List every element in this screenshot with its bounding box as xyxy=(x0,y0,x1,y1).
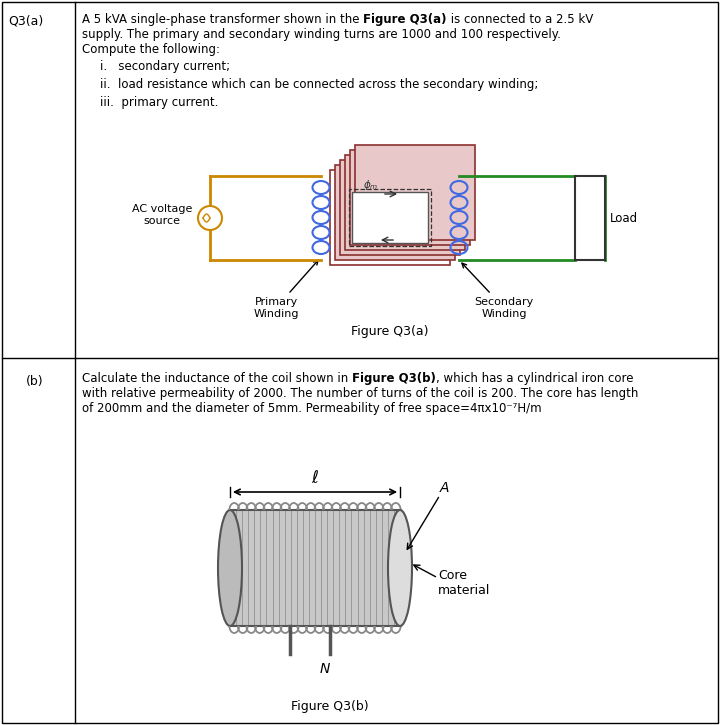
Bar xyxy=(575,176,605,260)
Bar xyxy=(355,145,475,240)
Text: ii.  load resistance which can be connected across the secondary winding;: ii. load resistance which can be connect… xyxy=(100,78,539,91)
Text: N: N xyxy=(320,662,330,676)
Bar xyxy=(345,155,465,250)
Text: A: A xyxy=(440,481,449,495)
Text: AC voltage
source: AC voltage source xyxy=(132,204,192,225)
Bar xyxy=(335,165,455,260)
Text: iii.  primary current.: iii. primary current. xyxy=(100,96,218,109)
Bar xyxy=(352,192,428,243)
Text: $\ell$: $\ell$ xyxy=(311,469,319,487)
Text: , which has a cylindrical iron core: , which has a cylindrical iron core xyxy=(436,372,634,385)
Text: supply. The primary and secondary winding turns are 1000 and 100 respectively.: supply. The primary and secondary windin… xyxy=(82,28,561,41)
Text: with relative permeability of 2000. The number of turns of the coil is 200. The : with relative permeability of 2000. The … xyxy=(82,387,639,400)
Text: Load: Load xyxy=(610,212,638,225)
Text: Calculate the inductance of the coil shown in: Calculate the inductance of the coil sho… xyxy=(82,372,352,385)
Text: Figure Q3(a): Figure Q3(a) xyxy=(364,13,446,26)
Bar xyxy=(230,510,400,626)
Text: Secondary
Winding: Secondary Winding xyxy=(462,263,534,318)
Ellipse shape xyxy=(388,510,412,626)
Text: i.   secondary current;: i. secondary current; xyxy=(100,60,230,73)
Bar xyxy=(330,170,450,265)
Text: Core
material: Core material xyxy=(438,569,490,597)
Text: is connected to a 2.5 kV: is connected to a 2.5 kV xyxy=(446,13,593,26)
Circle shape xyxy=(198,206,222,230)
Ellipse shape xyxy=(218,510,242,626)
Text: of 200mm and the diameter of 5mm. Permeability of free space=4πx10⁻⁷H/m: of 200mm and the diameter of 5mm. Permea… xyxy=(82,402,541,415)
Bar xyxy=(340,160,460,255)
Text: Q3(a): Q3(a) xyxy=(8,14,43,27)
Bar xyxy=(350,150,470,245)
Bar xyxy=(349,189,431,246)
Text: A 5 kVA single-phase transformer shown in the: A 5 kVA single-phase transformer shown i… xyxy=(82,13,364,26)
Text: $\phi_m$: $\phi_m$ xyxy=(363,178,378,192)
Text: Figure Q3(a): Figure Q3(a) xyxy=(351,325,428,338)
Text: (b): (b) xyxy=(26,375,44,388)
Text: Figure Q3(b): Figure Q3(b) xyxy=(291,700,369,713)
Text: Compute the following:: Compute the following: xyxy=(82,43,220,56)
Text: Primary
Winding: Primary Winding xyxy=(253,260,318,318)
Text: Figure Q3(b): Figure Q3(b) xyxy=(352,372,436,385)
